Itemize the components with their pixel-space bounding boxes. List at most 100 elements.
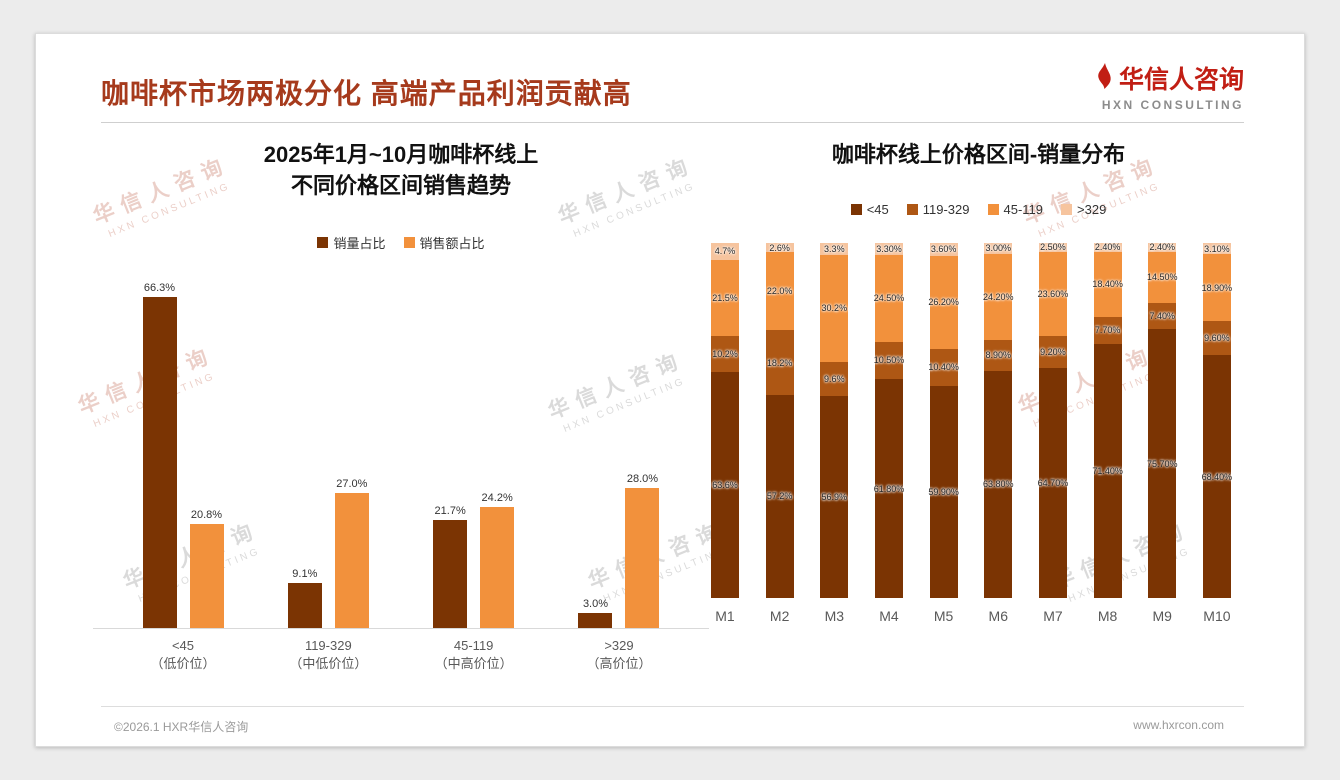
bar-segment: 2.40% xyxy=(1148,242,1177,253)
segment-value-label: 2.40% xyxy=(1149,242,1176,253)
legend-label: 销售额占比 xyxy=(419,236,485,251)
stacked-bar-column: 2.40% 14.50% 7.40% 75.70% M9 xyxy=(1146,242,1178,624)
segment-value-label: 2.40% xyxy=(1094,242,1121,253)
segment-value-label: 2.6% xyxy=(769,242,790,253)
segment-value-label: 7.70% xyxy=(1094,325,1121,336)
stacked-bar-column: 3.30% 24.50% 10.50% 61.80% M4 xyxy=(874,243,904,625)
right-chart-legend: <45 119-329 45-119 >329 xyxy=(701,202,1256,217)
title-divider xyxy=(101,122,1244,123)
bar-value-label: 24.2% xyxy=(481,492,513,504)
segment-value-label: 3.60% xyxy=(930,244,957,255)
logo: 华信人咨询 HXN CONSULTING xyxy=(1096,60,1244,112)
stacked-bar-column: 2.40% 18.40% 7.70% 71.40% M8 xyxy=(1092,242,1123,624)
x-axis-label: M1 xyxy=(715,607,735,624)
bar-segment: 4.7% xyxy=(711,243,739,260)
bar-segment: 7.40% xyxy=(1148,302,1177,330)
segment-value-label: 10.40% xyxy=(928,362,959,373)
stacked-bar: 3.3% 30.2% 9.6% 56.9% xyxy=(820,243,849,598)
segment-value-label: 23.60% xyxy=(1037,288,1069,299)
footer-divider xyxy=(101,706,1244,707)
bar-segment: 18.90% xyxy=(1201,254,1233,322)
segment-value-label: 64.70% xyxy=(1037,478,1069,489)
bar-rect xyxy=(287,582,322,628)
x-axis-label: M4 xyxy=(879,608,899,625)
bar-segment: 26.20% xyxy=(928,255,959,349)
bar-value-label: 66.3% xyxy=(143,281,176,294)
legend-swatch xyxy=(906,204,918,215)
bar-segment: 18.40% xyxy=(1092,251,1123,317)
segment-value-label: 9.60% xyxy=(1204,333,1230,344)
footer-copyright: ©2026.1 HXR华信人咨询 xyxy=(114,720,249,734)
segment-value-label: 56.9% xyxy=(821,491,848,502)
bar: 9.1% xyxy=(287,568,322,628)
legend-swatch xyxy=(1061,204,1073,215)
bar-segment: 56.9% xyxy=(820,395,849,598)
bar-rect xyxy=(625,488,660,628)
bar-pair: 9.1% 27.0% xyxy=(287,278,369,628)
bar-rect xyxy=(480,507,515,628)
legend-label: 45-119 xyxy=(1003,202,1044,217)
bar-pair: 21.7% 24.2% xyxy=(433,278,515,628)
segment-value-label: 57.2% xyxy=(766,491,793,502)
bar-segment: 9.20% xyxy=(1038,335,1067,369)
legend-swatch xyxy=(850,204,862,215)
legend-label: <45 xyxy=(866,202,889,217)
bar: 28.0% xyxy=(625,473,660,628)
bar: 27.0% xyxy=(334,478,369,628)
bar: 21.7% xyxy=(433,505,468,628)
stacked-bar: 2.40% 18.40% 7.70% 71.40% xyxy=(1092,242,1123,598)
bar-segment: 9.6% xyxy=(820,361,849,396)
bar-segment: 3.60% xyxy=(929,243,958,256)
segment-value-label: 10.2% xyxy=(712,349,738,360)
bar-value-label: 3.0% xyxy=(582,598,609,610)
x-axis-label: M10 xyxy=(1203,607,1231,624)
legend-item: 45-119 xyxy=(987,202,1044,217)
bar-pair: 66.3% 20.8% xyxy=(142,278,224,628)
bar-segment: 23.60% xyxy=(1037,251,1069,336)
bar: 20.8% xyxy=(189,509,224,628)
stacked-bar: 3.00% 24.20% 8.90% 63.80% xyxy=(983,243,1014,598)
right-chart-title: 咖啡杯线上价格区间-销量分布 xyxy=(831,142,1126,167)
segment-value-label: 75.70% xyxy=(1146,458,1178,469)
bar: 3.0% xyxy=(578,598,613,628)
x-axis-label: >329 （高价位） xyxy=(586,638,652,671)
bar-rect xyxy=(433,519,468,628)
bar-value-label: 20.8% xyxy=(190,509,223,521)
segment-value-label: 3.00% xyxy=(985,243,1012,254)
stacked-bar-column: 2.50% 23.60% 9.20% 64.70% M7 xyxy=(1037,242,1069,624)
legend-label: >329 xyxy=(1077,202,1107,217)
bar-pair: 3.0% 28.0% xyxy=(578,278,660,628)
x-axis-label: M7 xyxy=(1043,607,1063,624)
stacked-bar: 2.50% 23.60% 9.20% 64.70% xyxy=(1037,242,1069,598)
bar-segment: 75.70% xyxy=(1146,329,1178,598)
x-axis-label: M2 xyxy=(769,607,790,624)
bar-segment: 59.90% xyxy=(928,385,959,599)
segment-value-label: 9.20% xyxy=(1040,346,1066,357)
bar-segment: 24.20% xyxy=(983,253,1014,340)
bar-segment: 63.80% xyxy=(983,371,1014,598)
bar-segment: 63.6% xyxy=(711,372,739,598)
left-chart: 2025年1月~10月咖啡杯线上 不同价格区间销售趋势 销量占比 销售额占比 66… xyxy=(93,139,709,673)
x-axis-line xyxy=(93,628,709,629)
bar-rect xyxy=(334,493,369,628)
segment-value-label: 9.6% xyxy=(824,373,845,384)
grouped-bar-plot: 66.3% 20.8% <45 （低价位） 9.1% 27.0% 119-329 （中低价位）… xyxy=(93,278,709,673)
bar-segment: 21.5% xyxy=(711,259,739,336)
bar-segment: 61.80% xyxy=(874,378,904,599)
legend-swatch xyxy=(403,237,415,248)
segment-value-label: 18.90% xyxy=(1201,282,1233,293)
logo-icon xyxy=(1096,62,1113,94)
stacked-bar-column: 3.00% 24.20% 8.90% 63.80% M6 xyxy=(983,243,1014,624)
bar-segment: 2.40% xyxy=(1093,242,1122,253)
bar-segment: 8.90% xyxy=(984,339,1013,372)
segment-value-label: 3.3% xyxy=(824,243,845,254)
bar-segment: 10.40% xyxy=(928,348,959,386)
x-axis-label: <45 （低价位） xyxy=(150,638,216,671)
segment-value-label: 18.2% xyxy=(766,357,793,368)
bar-value-label: 27.0% xyxy=(336,478,368,490)
bar-segment: 64.70% xyxy=(1037,368,1069,598)
left-chart-title: 2025年1月~10月咖啡杯线上 不同价格区间销售趋势 xyxy=(101,139,701,201)
segment-value-label: 3.30% xyxy=(876,243,902,254)
legend-label: 119-329 xyxy=(922,202,970,217)
segment-value-label: 3.10% xyxy=(1204,243,1230,254)
